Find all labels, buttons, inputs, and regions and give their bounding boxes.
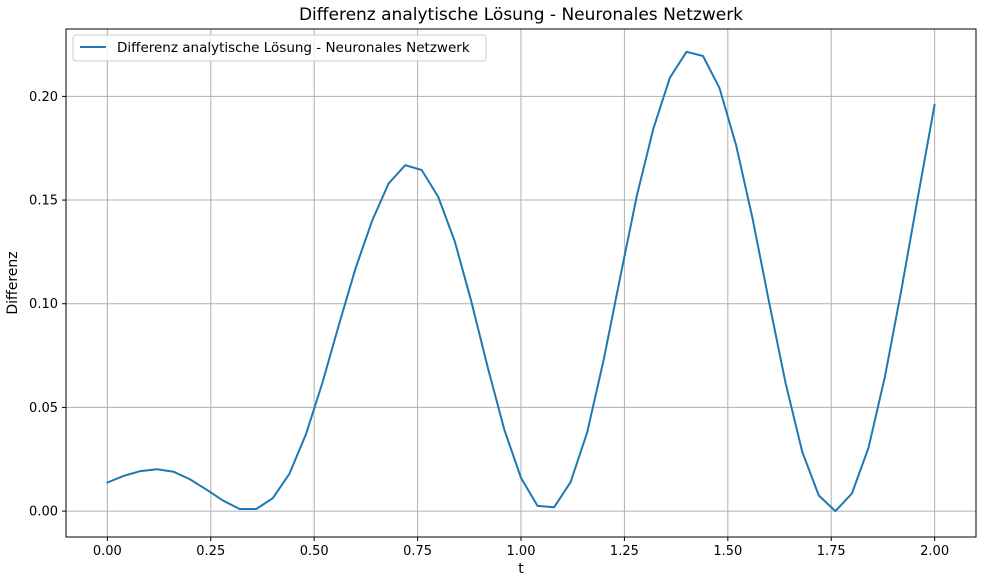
- x-tick-label: 0.75: [403, 544, 432, 559]
- x-tick-label: 0.00: [93, 544, 122, 559]
- x-tick-label: 0.25: [196, 544, 225, 559]
- plot-frame: [65, 28, 977, 538]
- legend-box: [72, 34, 487, 62]
- x-tick-label: 1.00: [507, 544, 536, 559]
- x-tick-label: 1.25: [610, 544, 639, 559]
- y-tick-label: 0.20: [29, 90, 58, 105]
- x-tick-label: 1.75: [817, 544, 846, 559]
- x-tick-label: 1.50: [713, 544, 742, 559]
- y-tick-label: 0.05: [29, 401, 58, 416]
- y-axis-ticks: 0.00 0.05 0.10 0.15 0.20: [29, 90, 66, 520]
- chart-title: Differenz analytische Lösung - Neuronale…: [299, 5, 743, 25]
- x-tick-label: 2.00: [920, 544, 949, 559]
- legend-label: Differenz analytische Lösung - Neuronale…: [117, 40, 470, 56]
- y-tick-label: 0.15: [29, 194, 58, 209]
- x-axis-ticks: 0.00 0.25 0.50 0.75 1.00 1.25 1.50 1.75 2.00: [93, 537, 949, 559]
- grid-lines: [66, 29, 976, 537]
- legend: Differenz analytische Lösung - Neuronale…: [72, 34, 487, 62]
- x-axis-title: t: [518, 561, 524, 577]
- y-tick-label: 0.00: [29, 505, 58, 520]
- x-tick-label: 0.50: [300, 544, 329, 559]
- y-axis-title: Differenz: [5, 251, 21, 314]
- series-line: [106, 50, 936, 513]
- y-tick-label: 0.10: [29, 297, 58, 312]
